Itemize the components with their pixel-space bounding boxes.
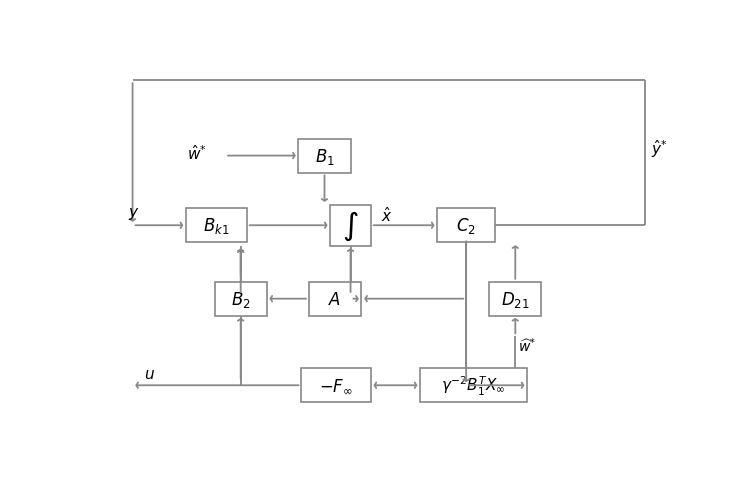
Bar bbox=[330, 205, 371, 246]
Text: $\hat{w}^{*}$: $\hat{w}^{*}$ bbox=[187, 144, 207, 163]
Bar bbox=[489, 282, 542, 316]
Text: $\gamma^{-2} B_1^T X_{\infty}$: $\gamma^{-2} B_1^T X_{\infty}$ bbox=[442, 374, 506, 397]
Text: $y$: $y$ bbox=[128, 206, 140, 222]
Bar bbox=[298, 140, 351, 173]
Text: $\hat{x}$: $\hat{x}$ bbox=[381, 206, 392, 224]
Text: $\hat{y}^{*}$: $\hat{y}^{*}$ bbox=[651, 138, 668, 160]
Bar bbox=[437, 209, 495, 243]
Text: $B_2$: $B_2$ bbox=[231, 289, 251, 309]
Text: $\widehat{w}^{*}$: $\widehat{w}^{*}$ bbox=[518, 336, 536, 354]
Bar bbox=[309, 282, 361, 316]
Bar bbox=[186, 209, 247, 243]
Bar bbox=[420, 368, 527, 403]
Text: $\int$: $\int$ bbox=[342, 209, 359, 243]
Bar bbox=[301, 368, 371, 403]
Text: $B_{k1}$: $B_{k1}$ bbox=[203, 216, 230, 236]
Text: $D_{21}$: $D_{21}$ bbox=[501, 289, 530, 309]
Text: $B_1$: $B_1$ bbox=[315, 146, 334, 166]
Bar bbox=[215, 282, 267, 316]
Text: $C_2$: $C_2$ bbox=[457, 216, 476, 236]
Text: $A$: $A$ bbox=[328, 290, 342, 308]
Text: $-F_{\infty}$: $-F_{\infty}$ bbox=[319, 376, 353, 394]
Text: $u$: $u$ bbox=[144, 366, 155, 381]
